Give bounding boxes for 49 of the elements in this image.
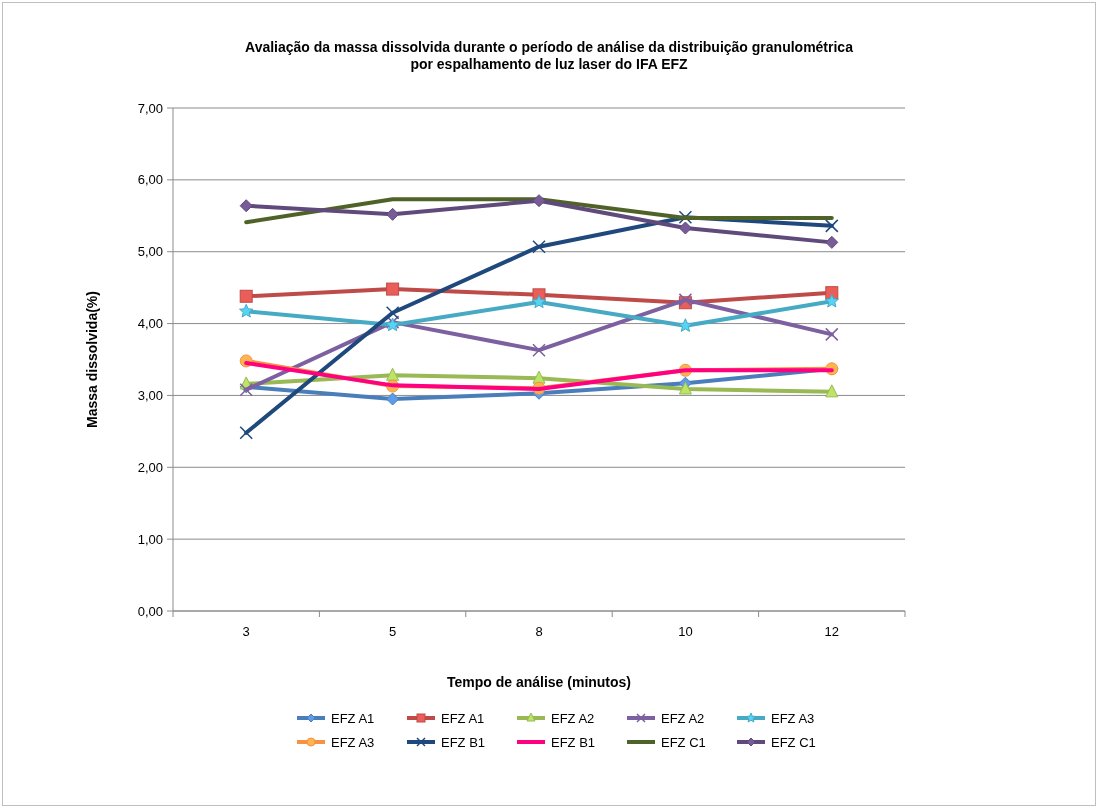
legend-label: EFZ C1 bbox=[771, 735, 816, 750]
legend-label: EFZ C1 bbox=[661, 735, 706, 750]
point bbox=[678, 210, 693, 224]
point bbox=[825, 384, 839, 398]
point bbox=[824, 293, 839, 308]
x-tick-label: 8 bbox=[535, 624, 543, 639]
point bbox=[239, 303, 254, 318]
point bbox=[386, 392, 400, 406]
legend-label: EFZ B1 bbox=[441, 735, 486, 750]
y-tick-label: 5,00 bbox=[137, 244, 163, 260]
legend-label: EFZ A1 bbox=[441, 711, 485, 726]
x-axis-title: Tempo de análise (minutos) bbox=[446, 674, 632, 690]
point bbox=[678, 318, 693, 332]
legend-label: EFZ A3 bbox=[771, 711, 815, 726]
y-tick-label: 3,00 bbox=[137, 387, 163, 403]
point bbox=[825, 235, 839, 249]
point bbox=[678, 221, 692, 235]
y-tick-label: 0,00 bbox=[137, 603, 163, 619]
point bbox=[385, 306, 400, 320]
point bbox=[825, 327, 839, 342]
chart-title: Avaliação da massa dissolvida durante o período de análise da distribuição granulométrica por espalhamento de luz laser do IFA EFZ bbox=[245, 39, 854, 72]
point bbox=[532, 239, 546, 254]
legend-label: EFZ B1 bbox=[551, 735, 596, 750]
legend-label: EFZ A3 bbox=[331, 735, 375, 750]
x-tick-label: 5 bbox=[388, 624, 397, 639]
point bbox=[386, 282, 400, 296]
point bbox=[532, 343, 546, 357]
x-tick-label: 10 bbox=[678, 624, 693, 639]
point bbox=[532, 194, 546, 208]
point bbox=[239, 199, 253, 213]
point bbox=[386, 207, 400, 221]
legend-label: EFZ A2 bbox=[661, 711, 705, 726]
point bbox=[386, 367, 400, 381]
point bbox=[531, 294, 547, 309]
y-tick-label: 7,00 bbox=[137, 100, 163, 116]
legend-label: EFZ A2 bbox=[551, 711, 595, 726]
y-tick-label: 1,00 bbox=[137, 531, 163, 547]
y-tick-label: 6,00 bbox=[137, 172, 163, 188]
point bbox=[532, 370, 546, 384]
y-axis-title: Massa dissolvida(%) bbox=[84, 291, 100, 428]
x-tick-label: 12 bbox=[824, 624, 840, 639]
point bbox=[239, 426, 253, 440]
point bbox=[678, 381, 692, 395]
x-tick-label: 3 bbox=[242, 624, 250, 639]
y-tick-label: 4,00 bbox=[137, 316, 163, 332]
point bbox=[825, 219, 839, 233]
y-tick-label: 2,00 bbox=[137, 459, 163, 475]
legend-label: EFZ A1 bbox=[331, 711, 375, 726]
point bbox=[239, 289, 253, 303]
